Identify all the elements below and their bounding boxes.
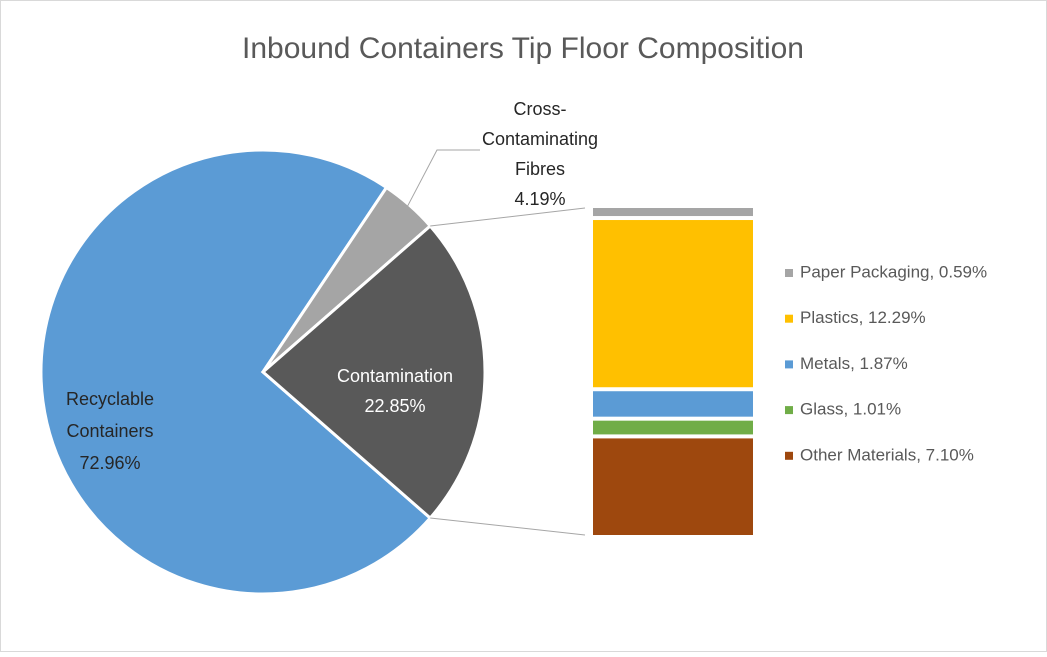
slice-value-label: 72.96% xyxy=(79,453,140,473)
legend-label: Metals, 1.87% xyxy=(800,354,908,373)
bar-segment xyxy=(593,438,753,535)
bar-segment xyxy=(593,391,753,417)
legend-label: Glass, 1.01% xyxy=(800,400,901,419)
slice-value-label: 22.85% xyxy=(364,396,425,416)
slice-label: Recyclable xyxy=(66,389,154,409)
pie-slice xyxy=(260,223,487,521)
bar-segment xyxy=(593,220,753,388)
bar-segment xyxy=(593,208,753,217)
chart-title: Inbound Containers Tip Floor Composition xyxy=(242,32,804,65)
legend-swatch xyxy=(785,360,793,369)
slice-label: Contaminating xyxy=(482,129,598,149)
slice-label: Cross- xyxy=(514,99,567,119)
legend-swatch xyxy=(785,451,793,460)
slice-label: Fibres xyxy=(515,159,565,179)
legend-swatch xyxy=(785,406,793,415)
slice-label: Contamination xyxy=(337,366,453,386)
legend-swatch xyxy=(785,314,793,323)
connector xyxy=(430,207,586,227)
legend-label: Other Materials, 7.10% xyxy=(800,445,974,464)
leader-line xyxy=(405,149,480,211)
legend-label: Paper Packaging, 0.59% xyxy=(800,262,987,281)
legend-swatch xyxy=(785,269,793,277)
connector xyxy=(430,517,586,536)
bar-segment xyxy=(593,420,753,435)
slice-value-label: 4.19% xyxy=(514,189,565,209)
slice-label: Containers xyxy=(66,421,153,441)
legend-label: Plastics, 12.29% xyxy=(800,308,926,327)
pie-slice xyxy=(39,148,433,596)
